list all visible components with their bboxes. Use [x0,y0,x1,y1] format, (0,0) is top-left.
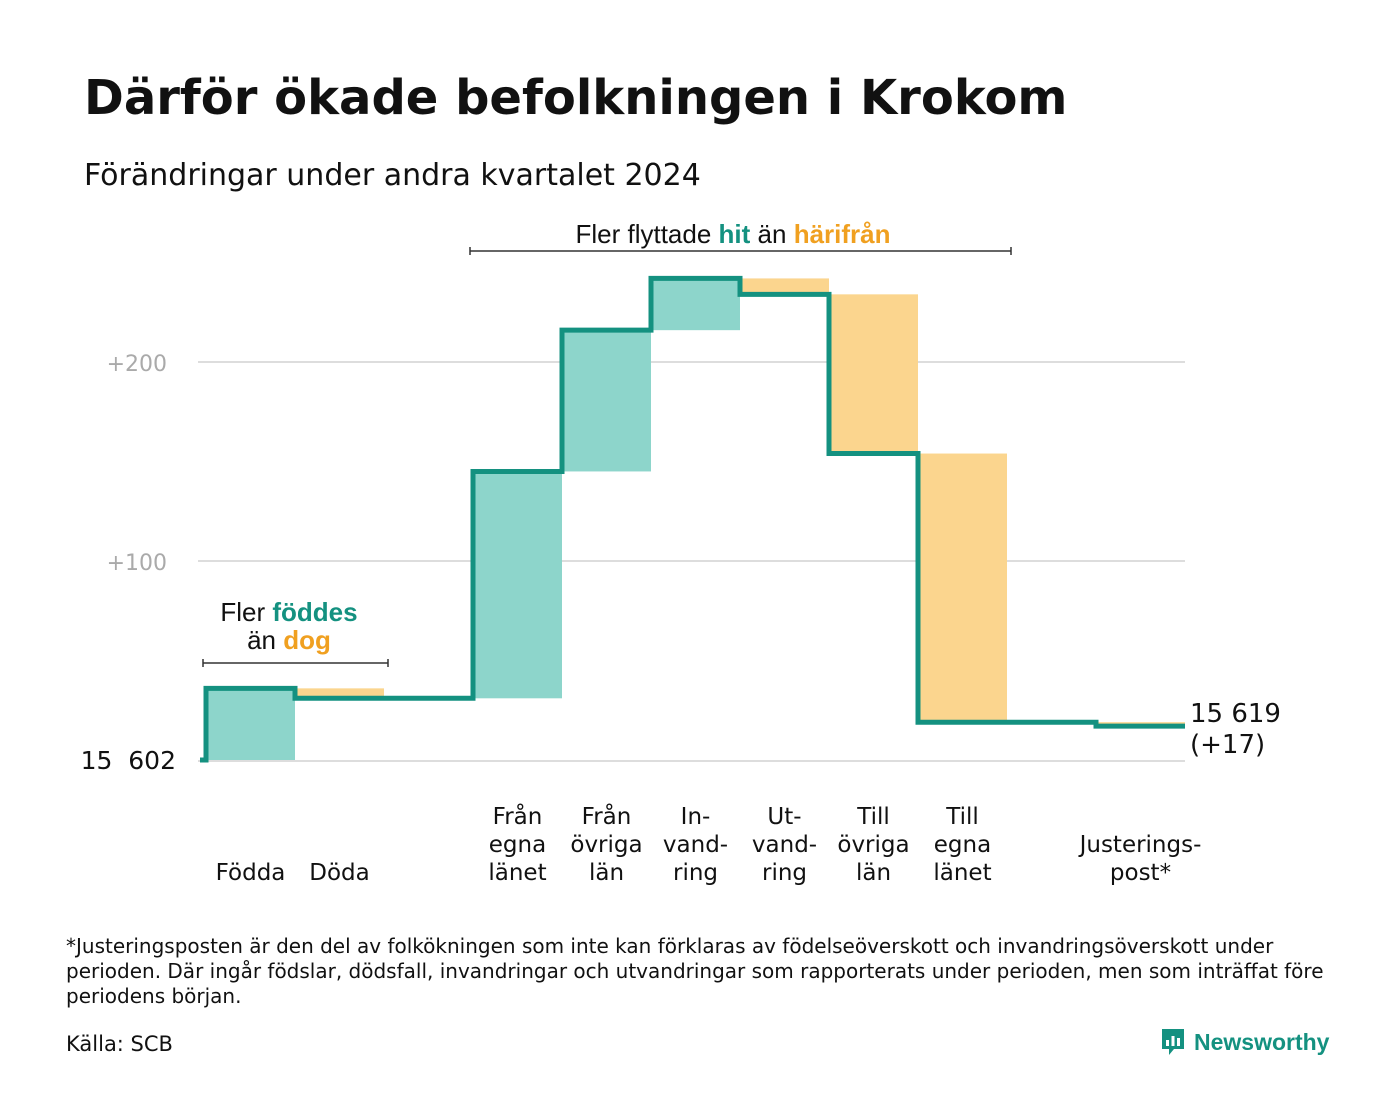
category-label: Från [582,802,632,830]
annotation-migration: Fler flyttade hit än härifrån [575,219,890,249]
annotation-migration-part: än [750,219,793,249]
chart-subtitle: Förändringar under andra kvartalet 2024 [84,158,701,193]
logo-text: Newsworthy [1194,1028,1330,1055]
category-label: Från [493,802,543,830]
step-line [200,275,1185,763]
category-label: Döda [309,860,369,886]
annotation-migration-part: härifrån [794,219,891,249]
bar-negative [740,278,829,295]
category-label: Födda [216,860,286,886]
source-label: Källa: SCB [66,1032,173,1056]
category-label: Justerings- [1078,832,1202,858]
category-label: övriga [837,832,909,858]
chart-title: Därför ökade befolkningen i Krokom [84,70,1068,126]
y-tick-label: +100 [107,551,167,576]
newsworthy-logo: Newsworthy [1160,1027,1329,1057]
y-tick-label: +200 [107,352,167,377]
category-label: vand- [663,832,728,858]
annotation-birth-line2: än dog [247,625,331,655]
footnote: *Justeringsposten är den del av folkökni… [66,934,1324,1008]
category-label: egna [934,832,991,858]
category-label: länet [933,860,991,886]
bar-negative [829,294,918,454]
category-label: In- [681,804,711,830]
category-label: övriga [570,832,642,858]
grid-lines [198,361,1185,762]
bar-negative [918,453,1007,723]
bar-positive [473,471,562,699]
bar-positive [562,330,651,472]
category-label: ring [762,860,807,886]
base-value-label: 15 602 [81,746,176,775]
annotation-birth-line1-part: föddes [272,597,357,627]
category-label: län [589,860,624,886]
category-label: Till [945,804,979,830]
annotation-migration-part: hit [719,219,751,249]
newsworthy-logo-icon [1162,1029,1184,1055]
category-label: Ut- [767,804,801,830]
category-label: ring [673,860,718,886]
annotation-birth-line2-part: än [247,625,283,655]
bar-positive [206,688,295,760]
annotation-birth-line2-part: dog [283,625,331,655]
category-label: egna [489,832,546,858]
category-label: vand- [752,832,817,858]
end-value-label: 15 619 [1190,699,1281,729]
category-label: post* [1110,860,1171,886]
annotation-birth-line1-part: Fler [220,597,272,627]
step-line-layer [200,275,1185,763]
annotation-migration-part: Fler flyttade [575,219,718,249]
category-label: Till [856,804,890,830]
category-label: län [856,860,891,886]
annotation-birth-line1: Fler föddes [220,597,357,627]
end-change-label: (+17) [1190,730,1265,760]
category-label: länet [488,860,546,886]
bar-positive [651,278,740,331]
bar-negative [295,688,384,699]
bars [206,278,1185,760]
